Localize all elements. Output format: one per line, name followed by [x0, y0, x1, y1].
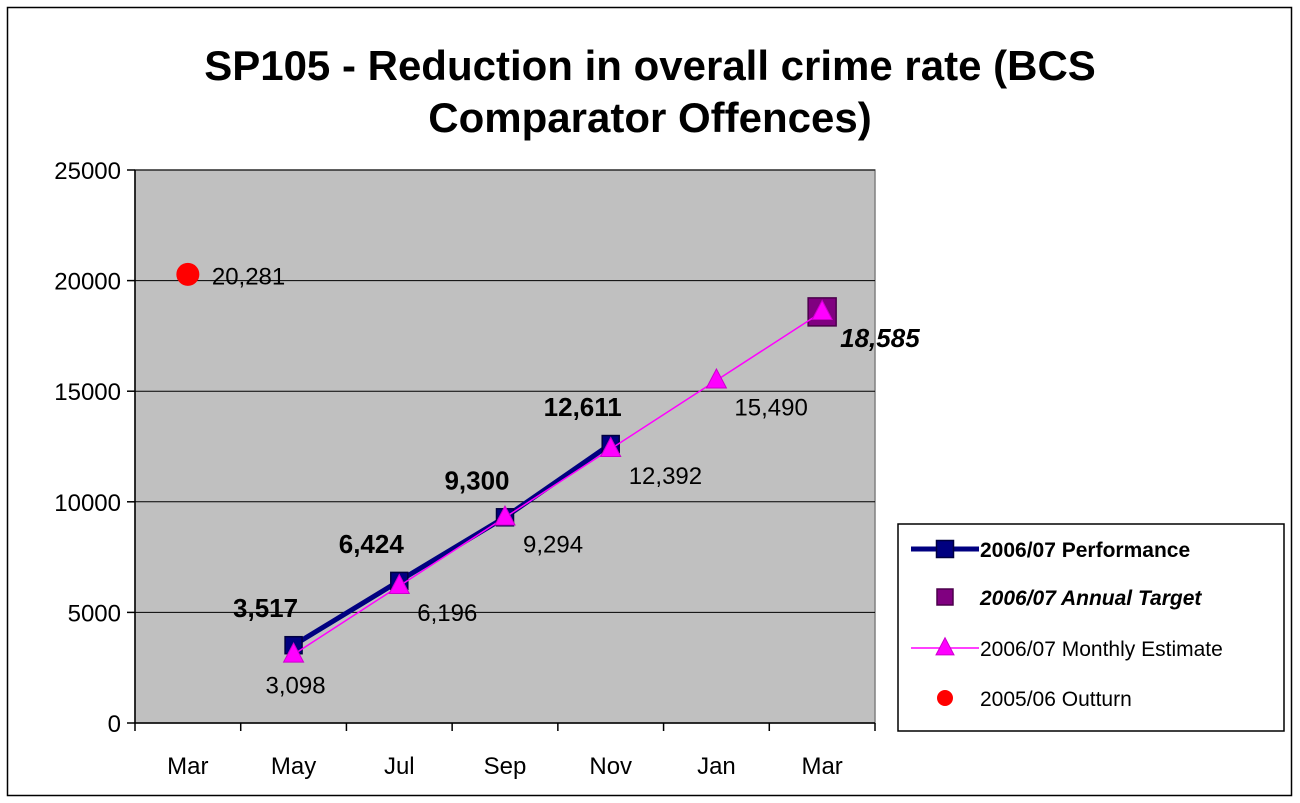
y-tick-label: 20000: [54, 269, 121, 296]
performance-data-label: 6,424: [339, 529, 405, 559]
estimate-marker: [599, 436, 622, 457]
x-tick-label: Mar: [167, 753, 208, 780]
y-tick-label: 15000: [54, 379, 121, 406]
legend-box: [897, 523, 1285, 732]
legend: 2006/07 Performance 2006/07 Annual Target…: [897, 523, 1285, 732]
legend-label: 2005/06 Outturn: [980, 688, 1132, 711]
performance-line: [292, 441, 613, 648]
estimate-data-label: 9,294: [523, 531, 583, 558]
estimate-data-label: 6,196: [417, 600, 477, 627]
x-tick-label: May: [271, 753, 316, 780]
estimate-data-label: 12,392: [629, 463, 702, 490]
performance-data-label: 12,611: [544, 392, 622, 422]
x-tick-label: Nov: [589, 753, 632, 780]
legend-marker-performance: [935, 539, 955, 559]
data-labels: 3,517 6,424 9,300 12,611 3,098 6,196 9,294 12,3…: [212, 263, 920, 699]
series: [176, 262, 837, 663]
axes: 0 5000 10000 15000 20000 25000 Mar May Jul Sep Nov…: [54, 158, 876, 780]
legend-label: 2006/07 Annual Target: [979, 587, 1202, 610]
legend-marker-estimate: [935, 636, 955, 656]
annual-target-data-label: 18,585: [840, 323, 920, 353]
performance-data-label: 3,517: [233, 593, 298, 623]
x-tick-label: Jan: [697, 753, 736, 780]
x-tick-label: Jul: [384, 753, 415, 780]
plot-area: [134, 169, 876, 724]
estimate-marker: [811, 299, 833, 320]
legend-marker-outturn: [937, 690, 953, 706]
chart-title-line-1: SP105 - Reduction in overall crime rate …: [204, 42, 1096, 89]
estimate-marker: [705, 367, 728, 389]
outturn-data-label: 20,281: [212, 263, 285, 290]
x-tick-label: Sep: [484, 753, 527, 780]
y-tick-label: 10000: [54, 490, 121, 517]
performance-data-label: 9,300: [444, 465, 509, 495]
y-tick-label: 0: [108, 711, 121, 738]
estimate-data-label: 15,490: [734, 394, 807, 421]
estimate-data-label: 3,098: [266, 672, 326, 699]
y-tick-label: 25000: [54, 158, 121, 185]
legend-label: 2006/07 Monthly Estimate: [980, 638, 1223, 661]
x-tick-label: Mar: [801, 753, 842, 780]
chart-title-line-2: Comparator Offences): [428, 94, 871, 141]
estimate-marker: [388, 573, 411, 595]
outturn-marker: [176, 262, 200, 286]
estimate-marker: [494, 504, 516, 526]
legend-label: 2006/07 Performance: [980, 539, 1190, 562]
y-tick-label: 5000: [68, 600, 121, 627]
gridlines: [135, 169, 875, 613]
estimate-marker: [282, 641, 305, 663]
estimate-line: [293, 311, 823, 656]
legend-marker-annual-target: [936, 588, 954, 606]
